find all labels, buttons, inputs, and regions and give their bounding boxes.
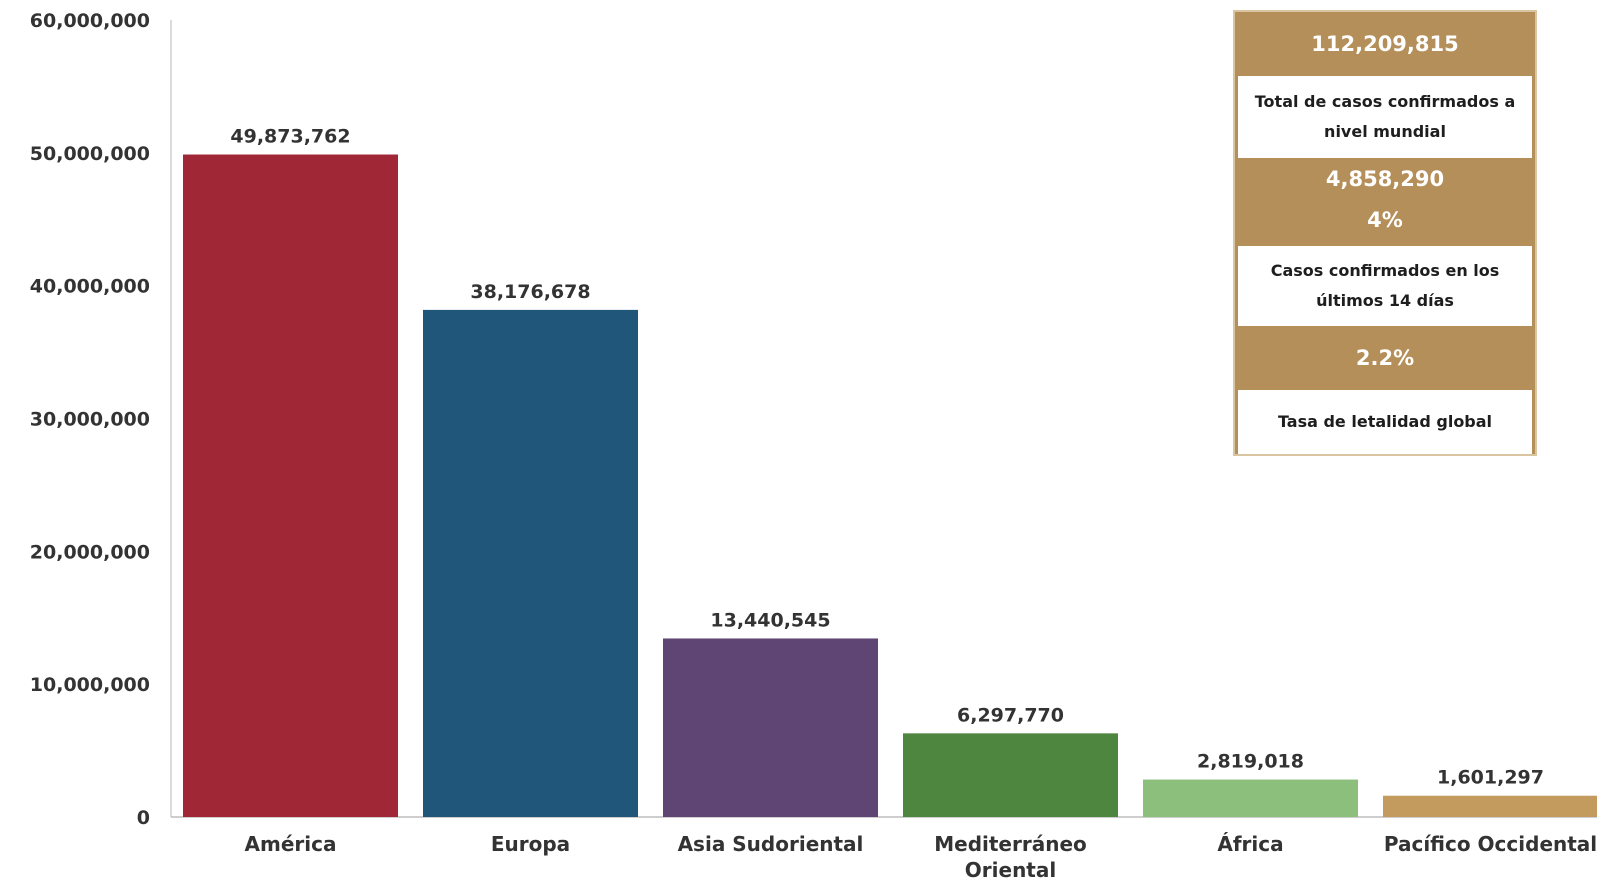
value-label: 2,819,018: [1197, 751, 1304, 773]
bar: [663, 638, 878, 817]
y-tick-label: 0: [137, 807, 150, 829]
category-label: Asia Sudoriental: [678, 832, 864, 856]
y-tick-label: 20,000,000: [30, 541, 150, 563]
value-label: 13,440,545: [710, 609, 830, 631]
summary-box: 112,209,815 Total de casos confirmados a…: [1233, 10, 1537, 456]
bar: [903, 733, 1118, 817]
value-label: 1,601,297: [1437, 767, 1544, 789]
recent-cases-percent: 4%: [1235, 200, 1535, 246]
value-label: 49,873,762: [230, 126, 350, 148]
category-label: Pacífico Occidental: [1384, 832, 1597, 856]
y-tick-label: 60,000,000: [30, 10, 150, 32]
category-label: Oriental: [965, 858, 1056, 878]
lethality-value: 2.2%: [1235, 326, 1535, 390]
y-tick-label: 50,000,000: [30, 143, 150, 165]
category-label: África: [1217, 832, 1283, 856]
category-label: Mediterráneo: [934, 832, 1087, 856]
category-label: América: [245, 832, 337, 856]
bar: [183, 154, 398, 817]
y-tick-label: 10,000,000: [30, 674, 150, 696]
category-label: Europa: [491, 832, 570, 856]
recent-cases-value: 4,858,290: [1235, 158, 1535, 200]
bar: [423, 309, 638, 817]
total-cases-value: 112,209,815: [1235, 12, 1535, 76]
y-tick-label: 30,000,000: [30, 409, 150, 431]
bar: [1143, 779, 1358, 817]
y-tick-label: 40,000,000: [30, 276, 150, 298]
lethality-label: Tasa de letalidad global: [1235, 390, 1535, 454]
category-labels: América Europa Asia Sudoriental Mediterráne…: [245, 832, 1597, 878]
value-label: 38,176,678: [470, 281, 590, 303]
value-labels: 49,873,762 38,176,678 13,440,545 6,297,770 2…: [230, 126, 1544, 789]
total-cases-label: Total de casos confirmados a nivel mundi…: [1235, 76, 1535, 158]
recent-cases-label: Casos confirmados en los últimos 14 días: [1235, 246, 1535, 326]
bars: [183, 154, 1597, 817]
y-tick-labels: 0 10,000,000 20,000,000 30,000,000 40,000,00…: [30, 10, 150, 829]
value-label: 6,297,770: [957, 704, 1064, 726]
bar: [1383, 795, 1597, 817]
